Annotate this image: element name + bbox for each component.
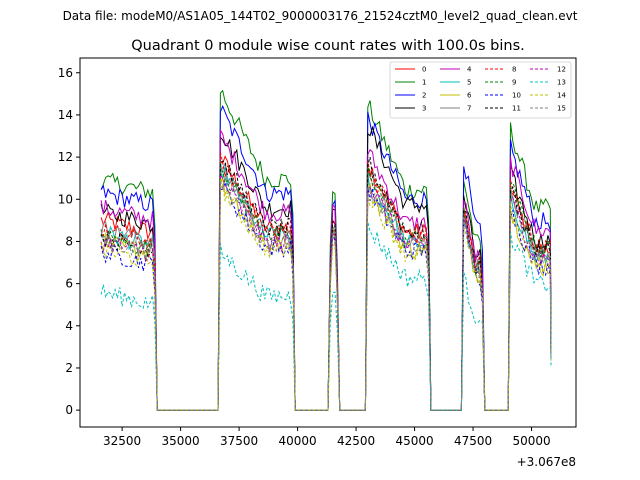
plot-frame [79,57,577,428]
y-tick-label: 10 [58,192,73,206]
legend-label-1: 1 [422,79,426,87]
y-tick-label: 4 [65,319,73,333]
legend-label-4: 4 [467,66,472,74]
x-tick-label: 50000 [512,434,550,448]
legend-label-0: 0 [422,66,426,74]
x-tick-label: 37500 [220,434,258,448]
legend-label-10: 10 [512,92,521,100]
chart-suptitle: Data file: modeM0/AS1A05_144T02_90000031… [63,9,578,23]
series-line-15 [100,176,552,411]
legend-label-15: 15 [557,105,566,113]
x-tick-label: 35000 [162,434,200,448]
x-tick-label: 47500 [454,434,492,448]
x-tick-label: 40000 [278,434,316,448]
legend-label-13: 13 [557,79,566,87]
legend-label-2: 2 [422,92,426,100]
series-line-14 [100,178,552,411]
x-tick-label: 32500 [103,434,141,448]
legend-label-12: 12 [557,66,566,74]
legend-label-9: 9 [512,79,516,87]
y-tick-label: 12 [58,150,73,164]
plot-area: 32500 35000 37500 40000 42500 45000 47500 50000… [58,57,577,448]
chart-title: Quadrant 0 module wise count rates with … [131,38,525,54]
legend-label-3: 3 [422,105,426,113]
x-offset-label: +3.067e8 [517,455,576,469]
legend-label-11: 11 [512,105,521,113]
legend-label-8: 8 [512,66,516,74]
legend-label-6: 6 [467,92,472,100]
legend-label-7: 7 [467,105,471,113]
y-tick-label: 2 [65,361,73,375]
legend-label-5: 5 [467,79,471,87]
y-tick-label: 16 [58,66,73,80]
y-tick-label: 14 [58,108,73,122]
legend-box [389,61,572,119]
x-tick-label: 45000 [395,434,433,448]
y-tick-label: 6 [65,277,73,291]
x-tick-label: 42500 [337,434,375,448]
legend-label-14: 14 [557,92,566,100]
y-tick-label: 8 [65,234,73,248]
y-tick-label: 0 [65,403,73,417]
